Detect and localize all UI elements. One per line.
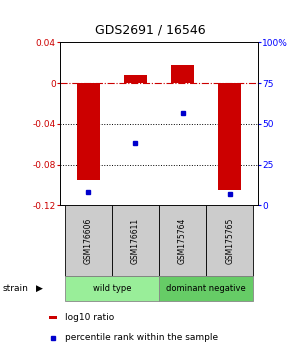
Text: GDS2691 / 16546: GDS2691 / 16546 xyxy=(95,23,205,36)
Bar xyxy=(159,276,253,301)
Bar xyxy=(76,83,100,180)
Bar xyxy=(206,205,253,276)
Text: GSM175764: GSM175764 xyxy=(178,217,187,264)
Bar xyxy=(65,205,112,276)
Text: GSM176606: GSM176606 xyxy=(84,217,93,264)
Text: percentile rank within the sample: percentile rank within the sample xyxy=(65,333,219,342)
Text: ▶: ▶ xyxy=(36,284,42,293)
Bar xyxy=(159,205,206,276)
Bar xyxy=(49,316,57,319)
Bar xyxy=(218,83,242,190)
Text: strain: strain xyxy=(3,284,29,293)
Text: wild type: wild type xyxy=(93,284,131,293)
Text: GSM175765: GSM175765 xyxy=(225,217,234,264)
Bar xyxy=(171,65,194,83)
Text: GSM176611: GSM176611 xyxy=(131,218,140,264)
Bar xyxy=(65,276,159,301)
Bar xyxy=(112,205,159,276)
Text: dominant negative: dominant negative xyxy=(166,284,246,293)
Bar xyxy=(124,75,147,83)
Text: log10 ratio: log10 ratio xyxy=(65,313,115,322)
